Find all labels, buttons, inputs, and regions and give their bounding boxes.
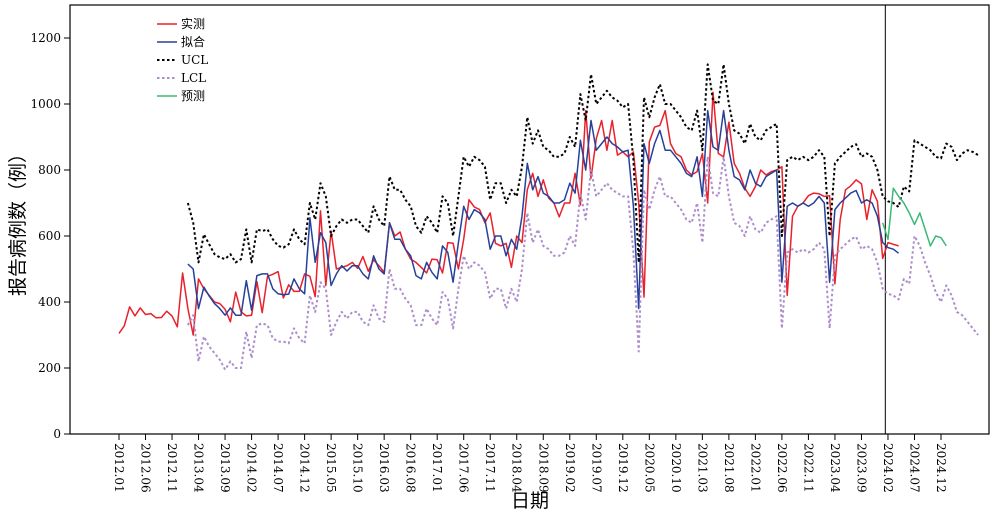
x-tick-label: 2013.09 [218,443,232,493]
x-tick-label: 2019.02 [563,443,577,493]
y-axis-title: 报告病例数（例） [7,144,29,296]
x-tick-label: 2023.09 [854,443,868,493]
x-tick-label: 2018.04 [510,443,524,493]
y-tick-label: 0 [53,427,61,441]
x-tick-label: 2022.01 [748,443,762,493]
legend-label: 拟合 [181,34,205,49]
y-tick-label: 1200 [30,31,61,45]
x-tick-label: 2017.01 [430,443,444,493]
x-tick-label: 2019.12 [616,443,630,493]
x-axis-title: 日期 [511,490,549,512]
x-tick-label: 2017.11 [483,443,497,493]
x-tick-label: 2023.04 [828,443,842,493]
x-tick-label: 2022.11 [801,443,815,493]
x-tick-label: 2014.02 [245,443,259,493]
series-line [118,91,899,336]
series-lines [118,63,979,371]
x-tick-label: 2021.03 [695,443,709,493]
x-tick-label: 2016.03 [377,443,391,493]
x-tick-label: 2020.10 [669,443,683,493]
y-tick-label: 600 [38,229,61,243]
x-tick-label: 2017.06 [457,443,471,493]
y-tick-label: 200 [38,361,61,375]
y-tick-label: 1000 [30,97,61,111]
legend-label: LCL [181,71,206,85]
series-line [186,63,979,264]
x-tick-label: 2024.07 [907,443,921,493]
x-tick-label: 2024.12 [934,443,948,493]
x-tick-label: 2015.05 [324,443,338,493]
series-line [881,187,947,247]
legend-label: UCL [181,53,208,67]
x-tick-label: 2021.08 [722,443,736,493]
y-tick-label: 400 [38,295,61,309]
series-line [187,109,900,316]
x-tick-label: 2012.01 [112,443,126,493]
x-axis: 2012.01 2012.06 2012.11 2013.04 2013.09 2014.… [112,434,948,493]
x-tick-label: 2015.10 [351,443,365,493]
legend-label: 预测 [181,89,205,103]
legend-label: 实测 [181,16,205,31]
x-tick-label: 2016.08 [404,443,418,493]
x-tick-label: 2019.07 [589,443,603,493]
x-tick-label: 2012.11 [165,443,179,493]
plot-frame [69,4,990,435]
series-line [187,155,979,371]
x-tick-label: 2014.07 [271,443,285,493]
y-axis: 0 200 400 600 800 1000 1200 [30,31,70,441]
x-tick-label: 2014.12 [298,443,312,493]
x-tick-label: 2012.06 [139,443,153,493]
x-tick-label: 2020.05 [642,443,656,493]
y-tick-label: 800 [38,163,61,177]
x-tick-label: 2013.04 [192,443,206,493]
x-tick-label: 2018.09 [536,443,550,493]
x-tick-label: 2022.06 [775,443,789,493]
x-tick-label: 2024.02 [881,443,895,493]
